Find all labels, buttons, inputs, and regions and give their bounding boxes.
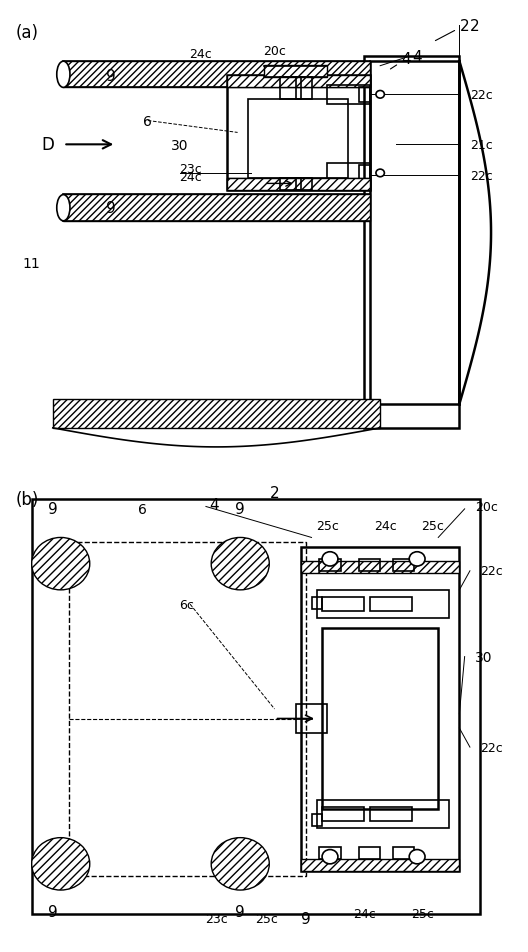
Bar (296, 704, 327, 733)
Text: 30: 30 (475, 650, 493, 664)
Bar (53, 400, 380, 428)
Text: 25c: 25c (411, 907, 434, 921)
Bar (63, 195, 370, 222)
Text: 2: 2 (436, 19, 469, 42)
Bar (359, 88, 370, 103)
Circle shape (376, 91, 384, 99)
Circle shape (322, 849, 338, 864)
Text: 9: 9 (48, 502, 58, 517)
Bar (312, 814, 322, 825)
Circle shape (376, 170, 384, 178)
Text: 2: 2 (470, 19, 479, 33)
Text: 20c: 20c (263, 45, 286, 58)
Circle shape (211, 838, 269, 890)
Bar (359, 167, 370, 182)
Bar (63, 62, 370, 89)
Text: 6c: 6c (180, 598, 194, 611)
Text: 30: 30 (171, 139, 188, 153)
Text: 22c: 22c (480, 741, 503, 754)
Text: 24c: 24c (374, 520, 397, 532)
Bar (264, 67, 327, 78)
Bar (359, 559, 380, 571)
Bar (393, 559, 414, 571)
Bar (296, 78, 312, 100)
Text: D: D (41, 136, 54, 154)
Bar (312, 598, 322, 609)
Circle shape (322, 552, 338, 566)
Text: 24c: 24c (189, 49, 212, 61)
Text: 4: 4 (390, 52, 411, 69)
Bar (227, 179, 370, 190)
Circle shape (409, 552, 425, 566)
Text: 25c: 25c (316, 520, 339, 532)
Text: 9: 9 (235, 904, 245, 919)
Text: 11: 11 (23, 257, 41, 271)
Circle shape (211, 538, 269, 590)
Bar (301, 562, 459, 573)
Bar (327, 164, 370, 184)
Bar (359, 847, 380, 859)
Bar (393, 847, 414, 859)
Bar (296, 179, 312, 190)
Bar (227, 179, 370, 190)
Text: 23c: 23c (180, 163, 202, 175)
Bar (248, 100, 348, 179)
Bar (364, 57, 459, 428)
Text: 21c: 21c (470, 139, 493, 151)
Text: 24c: 24c (180, 170, 202, 184)
Text: 2: 2 (270, 486, 279, 500)
Bar (280, 78, 301, 100)
Bar (370, 598, 412, 612)
Text: 22c: 22c (480, 565, 503, 578)
Bar (322, 806, 364, 821)
Text: 9: 9 (106, 69, 116, 84)
Text: 9: 9 (301, 911, 311, 926)
Bar (301, 547, 459, 871)
Text: 23c: 23c (205, 912, 228, 925)
Text: (a): (a) (16, 24, 39, 42)
Text: 6: 6 (144, 114, 152, 129)
Bar (319, 559, 341, 571)
Bar (317, 590, 449, 619)
Text: 9: 9 (106, 201, 116, 216)
Text: 20c: 20c (475, 501, 498, 513)
Text: 9: 9 (48, 904, 58, 919)
Text: 6: 6 (138, 503, 147, 516)
Text: 25c: 25c (421, 520, 445, 532)
Circle shape (32, 838, 90, 890)
Bar (327, 86, 370, 105)
Ellipse shape (57, 62, 70, 89)
Text: 4: 4 (412, 50, 421, 65)
Bar (227, 76, 370, 190)
Circle shape (409, 849, 425, 864)
Text: 24c: 24c (353, 907, 376, 921)
Bar (280, 179, 301, 190)
Bar (322, 598, 364, 612)
Bar (370, 62, 459, 405)
Text: 22c: 22c (470, 169, 493, 183)
Bar (370, 806, 412, 821)
Text: 25c: 25c (255, 912, 278, 925)
Text: 22c: 22c (470, 89, 493, 102)
Text: 4: 4 (209, 497, 219, 512)
Bar (322, 628, 438, 809)
Bar (319, 847, 341, 859)
Ellipse shape (57, 195, 70, 222)
Bar (317, 800, 449, 828)
Text: 9: 9 (235, 502, 245, 517)
Bar (32, 500, 480, 914)
Bar (69, 543, 306, 876)
Text: (b): (b) (16, 490, 39, 508)
Bar (227, 76, 370, 89)
Circle shape (32, 538, 90, 590)
Bar (301, 859, 459, 871)
